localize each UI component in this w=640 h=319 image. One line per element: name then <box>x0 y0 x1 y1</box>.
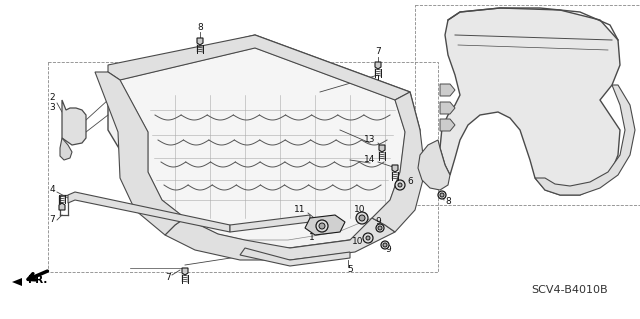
Polygon shape <box>120 48 405 240</box>
Text: 9: 9 <box>375 218 381 226</box>
Polygon shape <box>108 35 420 248</box>
Bar <box>415 5 640 205</box>
Text: 10: 10 <box>355 205 365 214</box>
Circle shape <box>383 243 387 247</box>
Circle shape <box>438 191 446 199</box>
Text: 10: 10 <box>352 238 364 247</box>
Text: 2: 2 <box>49 93 55 102</box>
Polygon shape <box>440 119 455 131</box>
Text: 13: 13 <box>364 136 376 145</box>
Text: 7: 7 <box>375 48 381 56</box>
Text: 4: 4 <box>49 186 55 195</box>
Polygon shape <box>108 35 410 100</box>
Text: 7: 7 <box>49 216 55 225</box>
Circle shape <box>381 241 389 249</box>
Polygon shape <box>12 278 22 286</box>
Text: 3: 3 <box>49 102 55 112</box>
Text: 11: 11 <box>294 205 306 214</box>
Text: 8: 8 <box>445 197 451 206</box>
Text: 14: 14 <box>364 155 376 165</box>
Text: 7: 7 <box>165 273 171 283</box>
Circle shape <box>376 224 384 232</box>
Text: 1: 1 <box>309 233 315 241</box>
Polygon shape <box>440 84 455 96</box>
Text: 6: 6 <box>407 177 413 187</box>
Polygon shape <box>95 72 185 235</box>
Polygon shape <box>68 192 230 232</box>
Polygon shape <box>60 138 72 160</box>
Polygon shape <box>62 100 86 145</box>
Polygon shape <box>375 62 381 69</box>
Circle shape <box>366 236 370 240</box>
Circle shape <box>316 220 328 232</box>
Text: 5: 5 <box>347 265 353 275</box>
Text: SCV4-B4010B: SCV4-B4010B <box>532 285 608 295</box>
Circle shape <box>378 226 382 230</box>
Circle shape <box>440 193 444 197</box>
Polygon shape <box>379 145 385 152</box>
Polygon shape <box>197 38 203 45</box>
Polygon shape <box>230 215 310 232</box>
Circle shape <box>398 183 402 187</box>
Polygon shape <box>418 140 450 190</box>
Circle shape <box>356 212 368 224</box>
Polygon shape <box>392 165 398 172</box>
Polygon shape <box>182 268 188 275</box>
Polygon shape <box>535 85 635 195</box>
Polygon shape <box>59 203 65 210</box>
Polygon shape <box>305 215 345 235</box>
Circle shape <box>363 233 373 243</box>
Bar <box>48 62 438 272</box>
Circle shape <box>359 215 365 221</box>
Text: FR.: FR. <box>28 275 48 285</box>
Polygon shape <box>240 248 350 266</box>
Circle shape <box>395 180 405 190</box>
Text: 9: 9 <box>385 244 391 254</box>
Polygon shape <box>440 8 620 195</box>
Polygon shape <box>165 218 395 260</box>
Polygon shape <box>372 92 425 232</box>
Circle shape <box>319 223 325 229</box>
Polygon shape <box>440 102 455 114</box>
Text: 8: 8 <box>197 23 203 32</box>
